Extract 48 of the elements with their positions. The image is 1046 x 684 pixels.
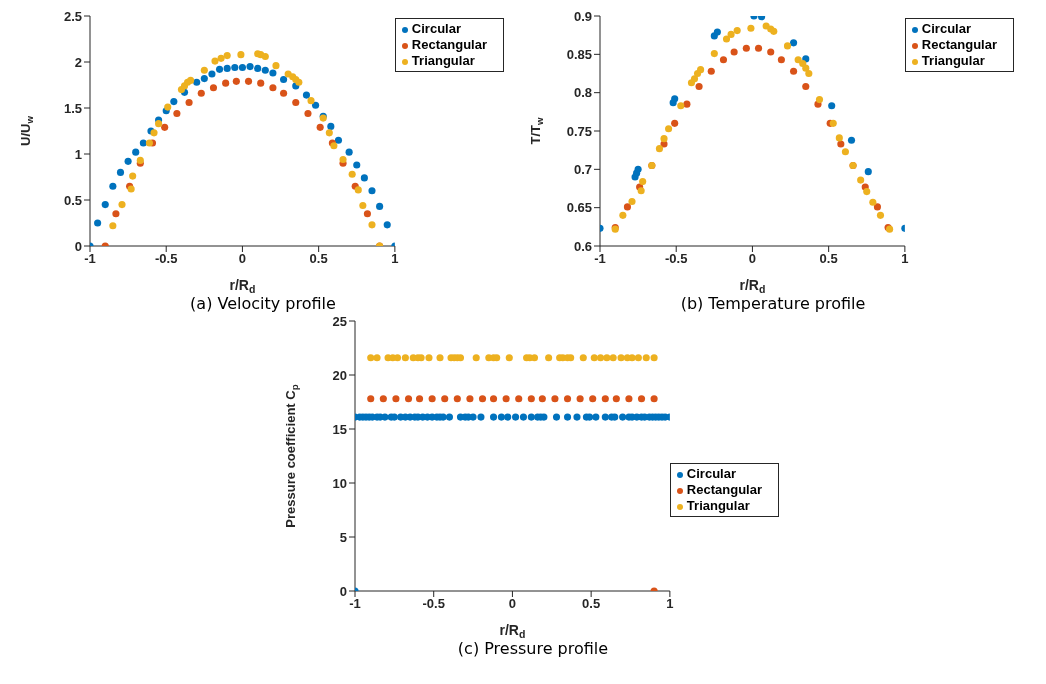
legend-label: Rectangular <box>921 37 997 52</box>
x-tick-label: 0.5 <box>309 251 328 267</box>
y-tick-label: 20 <box>332 367 347 383</box>
y-tick-label: 15 <box>332 421 347 437</box>
y-tick-label: 5 <box>339 529 347 545</box>
x-tick-label: 0.5 <box>819 251 838 267</box>
y-tick-label: 0.6 <box>573 238 592 254</box>
x-axis-title: r/R$_{d}$ <box>739 277 766 295</box>
text: (c) Pressure profile <box>456 639 610 658</box>
x-tick-label: 1 <box>391 251 399 267</box>
legend-label: Triangular <box>411 53 475 68</box>
legend-label: Circular <box>921 21 971 36</box>
x-axis-title: r/R$_{d}$ <box>499 622 526 640</box>
x-tick-label: -0.5 <box>665 251 688 267</box>
y-tick-label: 0.5 <box>63 192 82 208</box>
text: (b) Temperature profile <box>679 294 867 313</box>
y-tick-label: 0.9 <box>573 8 592 24</box>
y-tick-label: 1.5 <box>63 100 82 116</box>
y-tick-label: 0.75 <box>566 123 592 139</box>
legend-label: Rectangular <box>411 37 487 52</box>
x-tick-label: -1 <box>594 251 606 267</box>
y-tick-label: 0.8 <box>573 85 592 101</box>
x-tick-label: 0 <box>748 251 757 267</box>
x-tick-label: 1 <box>666 596 674 612</box>
y-tick-label: 0 <box>339 583 347 599</box>
y-tick-label: 10 <box>332 475 347 491</box>
text: (a) Velocity profile <box>189 294 337 313</box>
x-tick-label: 1 <box>901 251 909 267</box>
y-tick-label: 0.7 <box>573 161 592 177</box>
x-tick-label: -1 <box>349 596 361 612</box>
x-tick-label: -0.5 <box>155 251 178 267</box>
legend-label: Triangular <box>921 53 985 68</box>
y-tick-label: 1 <box>74 146 82 162</box>
x-tick-label: 0 <box>238 251 247 267</box>
legend-label: Triangular <box>686 498 750 513</box>
y-tick-label: 2.5 <box>63 8 82 24</box>
legend-label: Circular <box>686 466 736 481</box>
legend-label: Rectangular <box>686 482 762 497</box>
x-tick-label: -0.5 <box>422 596 445 612</box>
y-tick-label: 2 <box>74 54 82 70</box>
x-tick-label: 0 <box>508 596 517 612</box>
legend-label: Circular <box>411 21 461 36</box>
y-tick-label: 0 <box>74 238 82 254</box>
x-tick-label: -1 <box>84 251 96 267</box>
x-axis-title: r/R$_{d}$ <box>229 277 256 295</box>
y-tick-label: 0.65 <box>566 200 592 216</box>
y-tick-label: 0.85 <box>566 46 592 62</box>
y-tick-label: 25 <box>332 313 347 329</box>
